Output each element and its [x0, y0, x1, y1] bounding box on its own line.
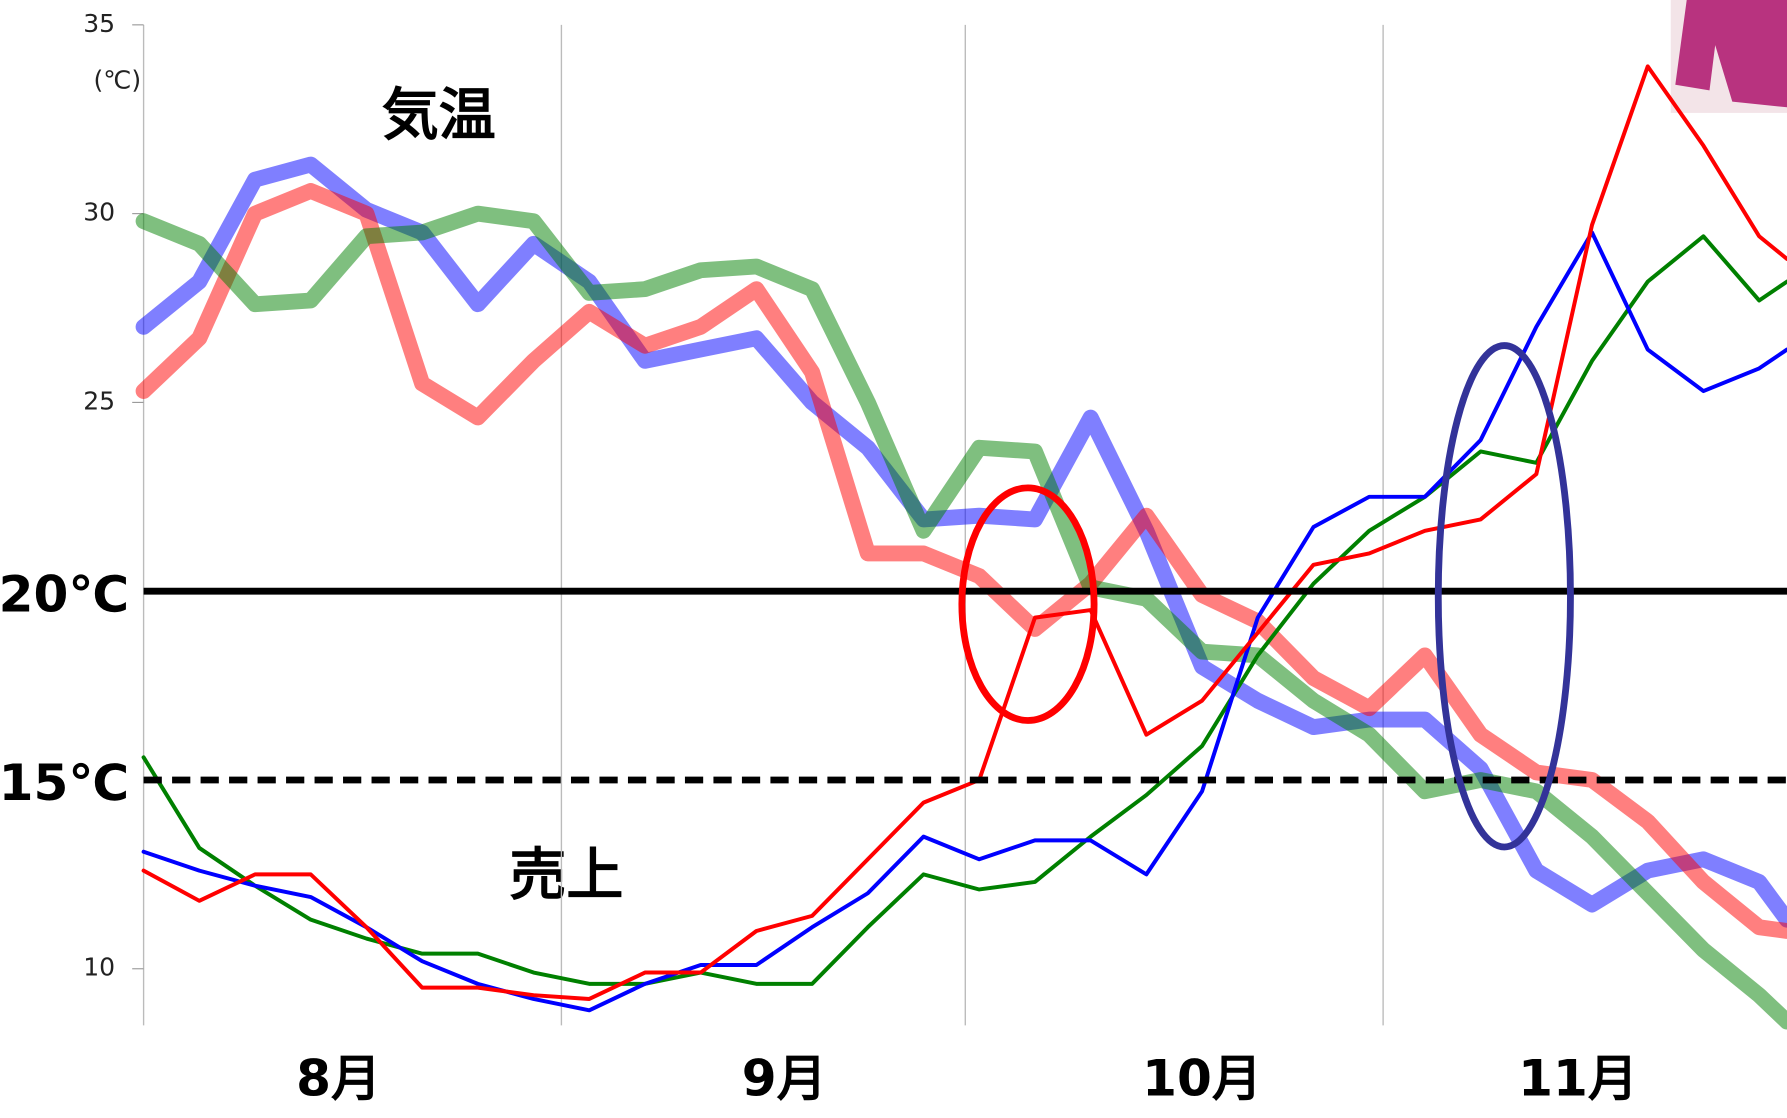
sweater	[1675, 0, 1787, 108]
series-line	[141, 230, 1787, 1013]
annotation: 気温	[382, 82, 496, 148]
x-tick-label: 9月	[742, 1050, 827, 1108]
reference-label: 20℃	[0, 566, 129, 624]
y-tick-label: 10	[83, 953, 115, 982]
highlight-ellipse	[958, 484, 1098, 724]
series-line	[135, 205, 1787, 1030]
y-tick-label: 35	[83, 9, 115, 38]
series-line	[135, 183, 1787, 939]
highlight-ellipse	[1434, 342, 1574, 851]
x-tick-label: 11月	[1518, 1050, 1638, 1108]
x-tick-label: 10月	[1142, 1050, 1262, 1108]
annotation: 売上	[509, 842, 623, 908]
y-tick-label: 30	[83, 198, 115, 227]
x-tick-label: 8月	[296, 1050, 381, 1108]
series-line	[141, 234, 1787, 986]
reference-label: 15℃	[0, 754, 129, 812]
y-tick-label: 25	[83, 386, 115, 415]
unit-label: (℃)	[93, 65, 141, 94]
